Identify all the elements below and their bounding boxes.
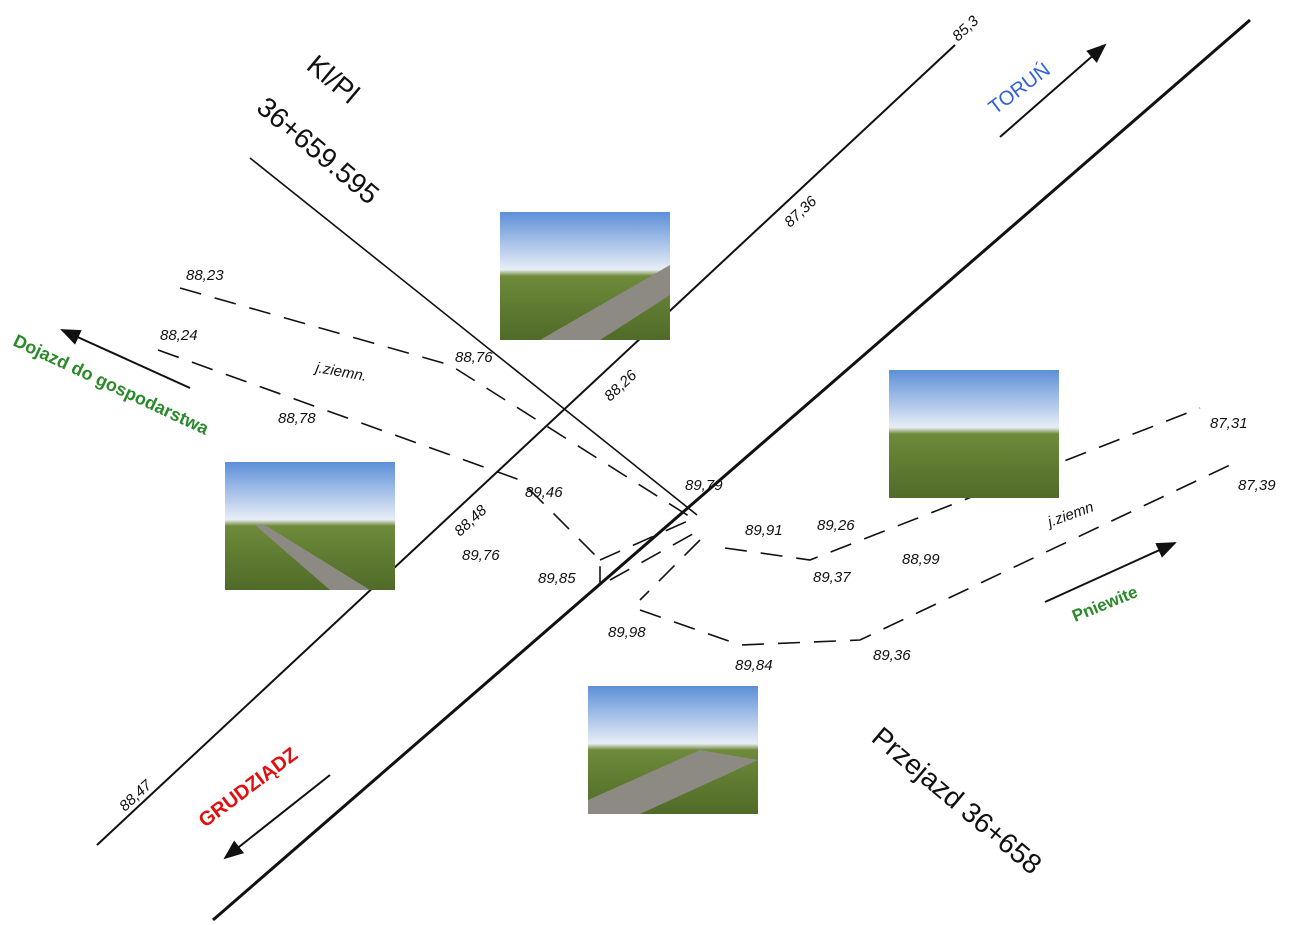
elevation: 88,76 [455,349,493,366]
photos [225,212,1059,814]
elevation: 89,26 [817,517,855,534]
elevation: 87,36 [781,192,821,230]
direction: Pniewite [1069,582,1140,625]
header-label: Kl/Pl [301,49,365,110]
elevation: 87,31 [1210,415,1248,432]
elevation: 89,79 [685,477,723,494]
arrows [60,43,1177,860]
photo [889,370,1059,498]
elevation: 88,78 [278,410,316,427]
elevation: 89,46 [525,484,563,501]
elevation: 89,98 [608,624,646,641]
elevation: 88,23 [186,267,224,284]
soil-label: j.ziemn. [312,359,368,385]
elevation: 89,84 [735,657,773,674]
crossing-label: Przejazd 36+658 [866,721,1048,880]
elevation: 89,37 [813,569,851,586]
rails [96,18,1251,922]
direction: GRUDZIĄDZ [195,744,302,832]
elevation: 87,39 [1238,477,1276,494]
elevation: 88,24 [160,327,198,344]
direction: TORUŃ [984,58,1054,119]
elevation: 88,99 [902,551,940,568]
elevation: 85,3 [949,12,982,45]
elevation: 89,85 [538,570,576,587]
elevation: 89,36 [873,647,911,664]
elevation: 89,91 [745,522,783,539]
elevation: 88,26 [601,366,641,404]
elevation: 88,48 [451,501,491,539]
elevation: 89,76 [462,547,500,564]
header-label: 36+659.595 [251,91,385,210]
soil-label: j.ziemn [1044,499,1096,532]
roads [157,287,1231,646]
